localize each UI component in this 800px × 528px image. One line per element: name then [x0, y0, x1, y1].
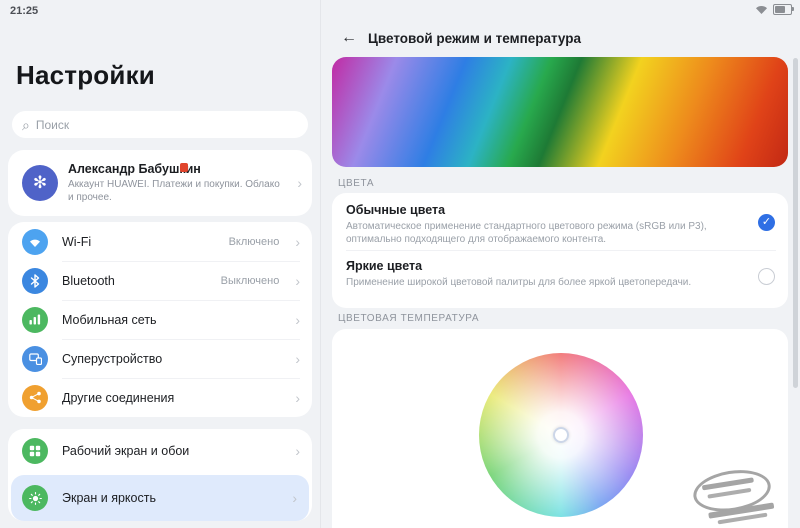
radio-unselected-icon[interactable]	[758, 268, 775, 285]
chevron-right-icon: ›	[292, 490, 297, 506]
color-wheel-selector-handle[interactable]	[553, 427, 569, 443]
chevron-right-icon: ›	[295, 350, 300, 367]
chevron-right-icon: ›	[295, 233, 300, 250]
sidebar-item-label: Другие соединения	[62, 390, 175, 405]
home-screen-icon	[22, 437, 48, 464]
status-icons	[755, 4, 794, 15]
panel-divider	[320, 0, 321, 528]
sidebar-item-value: Включено	[228, 235, 280, 248]
sidebar-item-mobile-network[interactable]: Мобильная сеть ›	[8, 300, 312, 339]
chevron-right-icon: ›	[295, 311, 300, 328]
mobile-network-icon	[22, 306, 48, 333]
sidebar-group-display: Рабочий экран и обои › Экран и яркость ›	[8, 429, 312, 521]
search-icon: ⌕	[22, 116, 30, 133]
section-label-temperature: ЦВЕТОВАЯ ТЕМПЕРАТУРА	[338, 313, 480, 324]
sidebar-item-label: Суперустройство	[62, 351, 163, 366]
profile-badge-icon	[180, 163, 188, 172]
divider	[346, 250, 776, 251]
super-device-icon	[22, 345, 48, 372]
profile-card[interactable]: ✻ Александр Бабушкин Аккаунт HUAWEI. Пла…	[8, 150, 312, 216]
radio-selected-icon[interactable]: ✓	[758, 214, 775, 231]
option-title: Обычные цвета	[346, 203, 446, 217]
page-title: Настройки	[16, 60, 155, 90]
sidebar-item-wifi[interactable]: Wi-Fi Включено ›	[8, 222, 312, 261]
option-title: Яркие цвета	[346, 259, 423, 273]
sidebar-item-super-device[interactable]: Суперустройство ›	[8, 339, 312, 378]
sidebar-item-label: Мобильная сеть	[62, 312, 157, 327]
display-brightness-icon	[22, 485, 48, 511]
bluetooth-icon	[22, 267, 48, 294]
profile-subtitle: Аккаунт HUAWEI. Платежи и покупки. Облак…	[68, 179, 280, 203]
chevron-right-icon: ›	[295, 442, 300, 459]
sidebar-item-label: Экран и яркость	[62, 491, 156, 505]
sidebar-item-label: Рабочий экран и обои	[62, 443, 190, 458]
sidebar-item-label: Bluetooth	[62, 273, 115, 288]
avatar: ✻	[22, 165, 58, 201]
sidebar-item-display-brightness[interactable]: Экран и яркость ›	[11, 475, 309, 521]
check-icon: ✓	[761, 216, 772, 228]
color-mode-banner-image	[332, 57, 788, 167]
chevron-right-icon: ›	[295, 272, 300, 289]
sidebar-item-label: Wi-Fi	[62, 234, 92, 249]
option-description: Автоматическое применение стандартного ц…	[346, 221, 707, 245]
sidebar-item-other-connections[interactable]: Другие соединения ›	[8, 378, 312, 417]
other-connections-icon	[22, 384, 48, 411]
section-label-colors: ЦВЕТА	[338, 178, 375, 189]
chevron-right-icon: ›	[295, 389, 300, 406]
wifi-icon	[22, 228, 48, 255]
battery-icon	[773, 4, 794, 15]
color-temperature-card	[332, 329, 788, 528]
sidebar-group-connections: Wi-Fi Включено › Bluetooth Выключено › М…	[8, 222, 312, 417]
sidebar-item-bluetooth[interactable]: Bluetooth Выключено ›	[8, 261, 312, 300]
search-placeholder: Поиск	[35, 117, 70, 132]
back-button[interactable]: ←	[341, 29, 357, 46]
status-time: 21:25	[10, 5, 39, 17]
option-description: Применение широкой цветовой палитры для …	[346, 277, 692, 288]
scrollbar[interactable]	[793, 58, 798, 388]
profile-name: Александр Бабушкин	[68, 162, 201, 176]
content-title: Цветовой режим и температура	[368, 31, 582, 46]
chevron-right-icon: ›	[297, 175, 302, 191]
sidebar-item-home-screen[interactable]: Рабочий экран и обои ›	[8, 429, 312, 472]
color-mode-options-card: Обычные цвета Автоматическое применение …	[332, 193, 788, 308]
avatar-icon: ✻	[32, 173, 48, 192]
wifi-status-icon	[755, 4, 768, 15]
search-input[interactable]: ⌕ Поиск	[12, 111, 308, 138]
sidebar-item-value: Выключено	[220, 274, 280, 287]
